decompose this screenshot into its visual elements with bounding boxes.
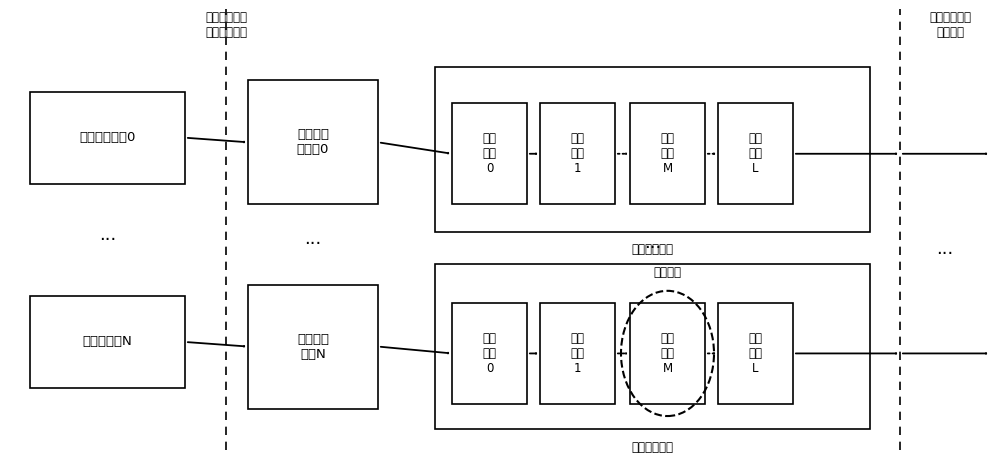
Text: 图像传感器。0: 图像传感器。0 — [79, 131, 136, 144]
Text: 算法
单元
0: 算法 单元 0 — [482, 332, 496, 375]
Text: ···: ··· — [936, 245, 954, 263]
Text: ···: ··· — [304, 235, 322, 253]
Text: 图像处理模块: 图像处理模块 — [632, 243, 674, 256]
Text: 图像采集
模块N: 图像采集 模块N — [297, 332, 329, 361]
Text: 图像处理模块: 图像处理模块 — [632, 441, 674, 453]
Bar — [540, 103, 615, 204]
Bar — [540, 303, 615, 404]
Text: 算法
单元
1: 算法 单元 1 — [570, 332, 584, 375]
Text: 算法
单元
M: 算法 单元 M — [660, 332, 674, 375]
Bar — [248, 80, 378, 204]
Bar — [452, 303, 527, 404]
Text: 算法
单元
L: 算法 单元 L — [748, 132, 763, 175]
Bar — [630, 103, 705, 204]
Text: 算法
单元
L: 算法 单元 L — [748, 332, 763, 375]
Text: 不同数据通道
时序对齐: 不同数据通道 时序对齐 — [929, 11, 971, 39]
Text: 图像传感器输
出端时序对齐: 图像传感器输 出端时序对齐 — [205, 11, 247, 39]
Text: ···: ··· — [99, 231, 116, 249]
Bar — [435, 264, 870, 429]
Bar — [30, 296, 185, 388]
Text: 算法
单元
M: 算法 单元 M — [660, 132, 674, 175]
Bar — [435, 67, 870, 232]
Bar — [718, 103, 793, 204]
Bar — [452, 103, 527, 204]
Text: ···: ··· — [644, 239, 661, 257]
Bar — [248, 285, 378, 409]
Bar — [718, 303, 793, 404]
Text: 算法
单元
0: 算法 单元 0 — [482, 132, 496, 175]
Text: 图像传感器N: 图像传感器N — [83, 336, 132, 348]
Bar — [30, 92, 185, 184]
Bar — [630, 303, 705, 404]
Text: 算法
单元
1: 算法 单元 1 — [570, 132, 584, 175]
Text: 图像采集
模块。0: 图像采集 模块。0 — [297, 128, 329, 157]
Text: 冒余模块: 冒余模块 — [654, 266, 682, 280]
